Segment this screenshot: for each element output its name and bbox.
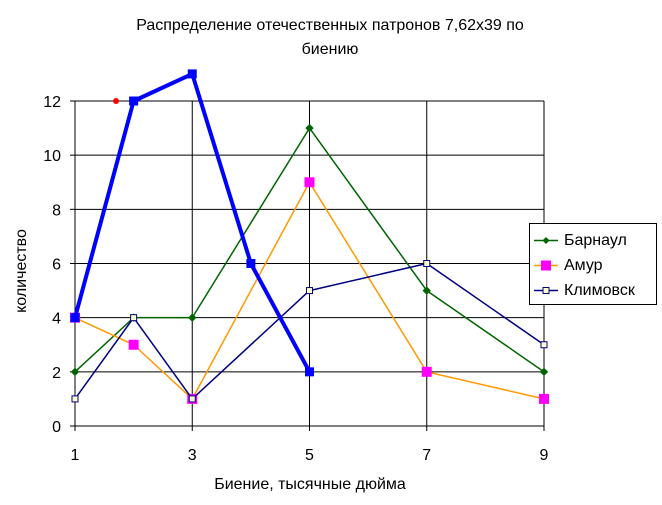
data-point-s3-2 (187, 69, 197, 79)
legend-item: Амур (530, 253, 656, 278)
series-line-0 (74, 127, 545, 373)
data-point-s3-1 (129, 96, 139, 106)
y-tick-label: 10 (43, 148, 61, 165)
data-point-s2-4 (423, 260, 431, 267)
annotation-point-0 (113, 98, 120, 104)
data-point-s1-5 (539, 393, 549, 404)
y-tick-label: 4 (52, 311, 61, 328)
legend-label: Климовск (564, 281, 635, 299)
x-axis-label: Биение, тысячные дюйма (214, 476, 406, 493)
y-axis-label: количество (13, 229, 30, 313)
x-tick-label: 5 (305, 447, 314, 464)
y-tick-label: 8 (52, 202, 61, 219)
data-point-s0-2 (188, 313, 197, 322)
data-point-s1-4 (421, 366, 432, 377)
chart-title: Распределение отечественных патронов 7,6… (60, 14, 600, 62)
data-point-s2-5 (540, 341, 548, 349)
chart-title-line-2: биению (301, 41, 359, 58)
data-point-s0-3 (305, 123, 314, 133)
data-point-s0-5 (539, 367, 549, 377)
legend-symbol (534, 260, 558, 271)
x-tick-label: 9 (540, 447, 549, 464)
data-point-s2-2 (188, 395, 196, 403)
data-point-s2-1 (130, 314, 138, 322)
y-tick-label: 2 (52, 365, 61, 382)
legend: Барнаул Амур Климовск (529, 223, 657, 305)
legend-label: Амур (564, 256, 603, 274)
series-line-2 (74, 262, 545, 400)
data-point-s0-0 (70, 367, 80, 377)
data-point-s3-3 (246, 259, 256, 268)
x-tick-label: 1 (71, 447, 80, 464)
data-point-s3-0 (70, 313, 80, 323)
y-tick-label: 12 (43, 94, 61, 111)
data-point-s1-1 (128, 339, 139, 350)
legend-item: Климовск (530, 278, 656, 303)
y-tick-label: 6 (52, 257, 61, 274)
legend-label: Барнаул (564, 231, 627, 249)
data-point-s1-3 (304, 177, 315, 188)
legend-symbol (534, 287, 558, 294)
legend-item: Барнаул (530, 228, 656, 253)
data-point-s3-4 (305, 367, 314, 377)
legend-symbol (534, 237, 558, 244)
chart-title-line-1: Распределение отечественных патронов 7,6… (136, 17, 524, 34)
x-tick-label: 3 (188, 447, 197, 464)
series-line-1 (74, 181, 545, 400)
y-tick-label: 0 (52, 419, 61, 436)
data-point-s0-4 (422, 286, 431, 295)
data-point-s2-0 (71, 395, 79, 403)
data-point-s2-3 (306, 287, 313, 295)
x-tick-label: 7 (422, 447, 431, 464)
